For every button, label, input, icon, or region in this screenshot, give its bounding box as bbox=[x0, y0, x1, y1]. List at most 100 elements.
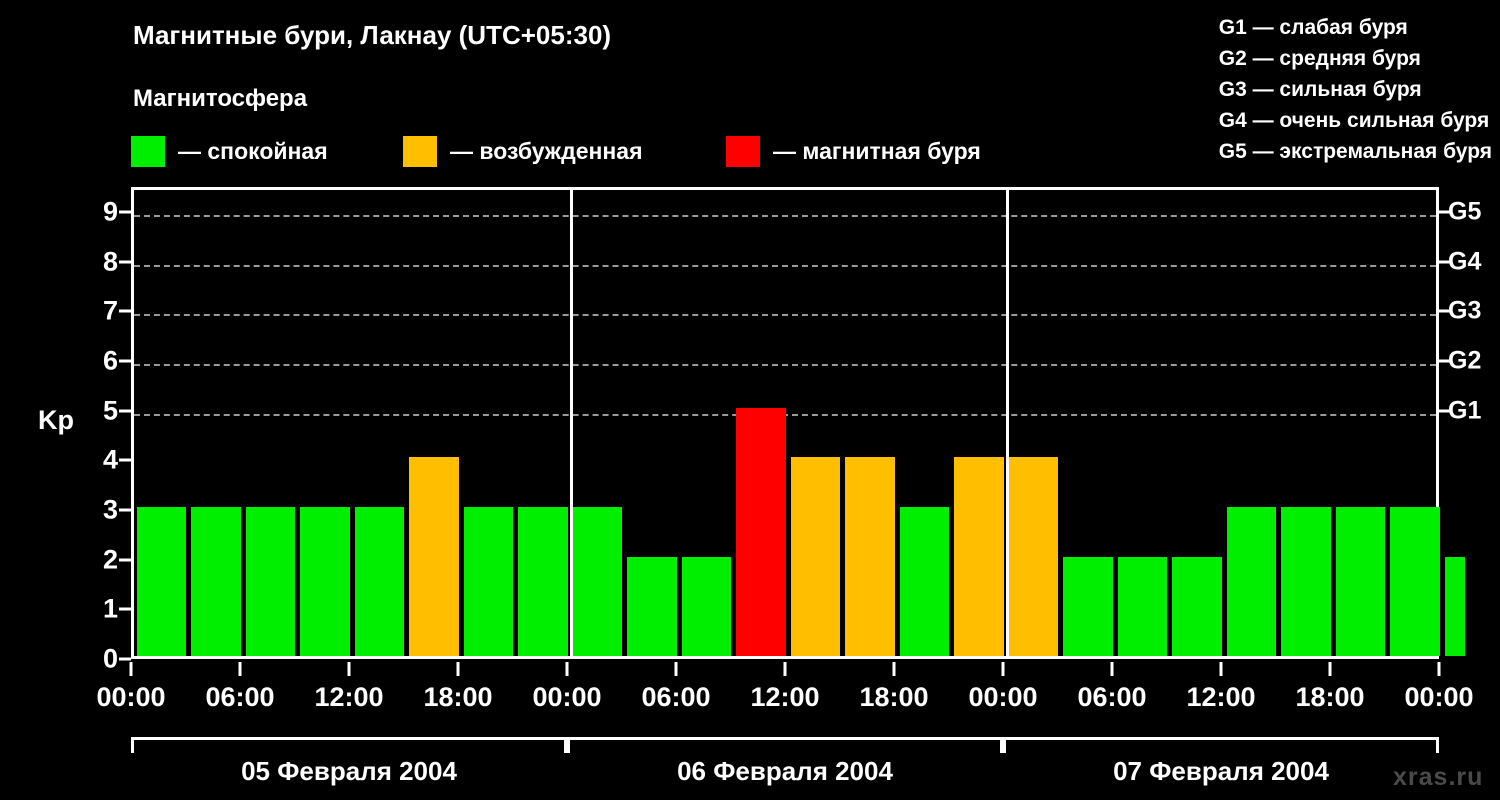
g-tick-mark bbox=[1439, 359, 1451, 363]
bar bbox=[1226, 506, 1276, 656]
y-tick-mark bbox=[119, 508, 131, 512]
y-tick-label: 6 bbox=[102, 345, 118, 376]
gridline bbox=[134, 264, 1436, 267]
bar bbox=[463, 506, 513, 656]
legend-item-calm: — спокойная bbox=[131, 133, 328, 169]
bar bbox=[245, 506, 295, 656]
day-divider bbox=[1006, 190, 1009, 656]
x-tick-mark bbox=[892, 662, 896, 676]
bar bbox=[1063, 556, 1113, 656]
bar bbox=[1335, 506, 1385, 656]
x-tick-mark bbox=[1219, 662, 1223, 676]
x-tick-label: 00:00 bbox=[968, 682, 1038, 712]
gridline bbox=[134, 363, 1436, 366]
y-tick-label: 3 bbox=[102, 494, 118, 525]
secondary-axis-labels: G1 G2 G3 G4 G5 bbox=[1448, 187, 1498, 659]
legend-label: — магнитная буря bbox=[773, 137, 981, 164]
g-tick-mark bbox=[1439, 309, 1451, 313]
bar bbox=[736, 407, 786, 656]
x-tick-label: 06:00 bbox=[205, 682, 275, 712]
x-tick-label: 00:00 bbox=[532, 682, 602, 712]
bar bbox=[518, 506, 568, 656]
y-tick-label: 5 bbox=[102, 395, 118, 426]
x-tick-mark bbox=[129, 662, 133, 676]
y-tick-label: 1 bbox=[102, 593, 118, 624]
date-bracket bbox=[1003, 737, 1439, 753]
y-tick-mark bbox=[119, 260, 131, 264]
bar bbox=[790, 457, 840, 656]
g-scale-row: G2 — средняя буря bbox=[1218, 47, 1421, 70]
date-brackets bbox=[131, 737, 1439, 753]
bar bbox=[681, 556, 731, 656]
date-label: 05 Февраля 2004 bbox=[241, 756, 457, 786]
y-tick-mark bbox=[119, 458, 131, 462]
bar bbox=[409, 457, 459, 656]
g-tick-label: G3 bbox=[1448, 296, 1482, 325]
y-tick-label: 8 bbox=[102, 246, 118, 277]
y-tick-mark bbox=[119, 657, 131, 661]
bar bbox=[1444, 556, 1466, 656]
bar bbox=[191, 506, 241, 656]
x-tick-mark bbox=[1001, 662, 1005, 676]
bar bbox=[1281, 506, 1331, 656]
date-label: 07 Февраля 2004 bbox=[1113, 756, 1329, 786]
bar bbox=[354, 506, 404, 656]
y-axis-labels: 0 1 2 3 4 5 6 7 8 9 bbox=[70, 187, 118, 673]
x-tick-label: 18:00 bbox=[1295, 682, 1365, 712]
g-scale-row: G5 — экстремальная буря bbox=[1218, 140, 1492, 163]
g-tick-mark bbox=[1439, 210, 1451, 214]
x-axis-ticks bbox=[129, 662, 1441, 676]
bar bbox=[1117, 556, 1167, 656]
gridline bbox=[134, 214, 1436, 217]
date-bracket bbox=[131, 737, 567, 753]
x-tick-mark bbox=[1437, 662, 1441, 676]
bar bbox=[954, 457, 1004, 656]
x-tick-label: 12:00 bbox=[750, 682, 820, 712]
y-axis-title: Kp bbox=[38, 405, 74, 435]
y-tick-mark bbox=[119, 359, 131, 363]
x-tick-label: 06:00 bbox=[641, 682, 711, 712]
x-axis-labels: 00:00 06:00 12:00 18:00 00:00 06:00 12:00 18:00… bbox=[0, 682, 1500, 716]
bar bbox=[300, 506, 350, 656]
legend-swatch-calm-icon bbox=[131, 135, 165, 167]
bar bbox=[572, 506, 622, 656]
g-scale-row: G1 — слабая буря bbox=[1218, 16, 1408, 39]
bar bbox=[627, 556, 677, 656]
date-label: 06 Февраля 2004 bbox=[677, 756, 893, 786]
bar bbox=[899, 506, 949, 656]
y-tick-mark bbox=[119, 558, 131, 562]
magnetosphere-heading: Магнитосфера bbox=[133, 85, 308, 112]
y-tick-label: 7 bbox=[102, 295, 118, 326]
y-tick-mark bbox=[119, 607, 131, 611]
y-tick-label: 4 bbox=[102, 444, 118, 475]
plot-area bbox=[131, 187, 1466, 659]
g-tick-mark bbox=[1439, 260, 1451, 264]
legend-label: — спокойная bbox=[178, 137, 328, 164]
x-tick-mark bbox=[347, 662, 351, 676]
page-title: Магнитные бури, Лакнау (UTC+05:30) bbox=[133, 20, 612, 50]
g-scale-row: G4 — очень сильная буря bbox=[1218, 109, 1490, 132]
secondary-axis-ticks bbox=[1439, 187, 1451, 659]
legend: — спокойная — возбужденная — магнитная бур… bbox=[131, 133, 1031, 169]
x-tick-mark bbox=[674, 662, 678, 676]
legend-label: — возбужденная bbox=[450, 137, 643, 164]
y-tick-label: 2 bbox=[102, 544, 118, 575]
y-tick-mark bbox=[119, 409, 131, 413]
g-tick-label: G1 bbox=[1448, 396, 1482, 425]
bar bbox=[1172, 556, 1222, 656]
legend-item-storm: — магнитная буря bbox=[726, 133, 981, 169]
y-tick-mark bbox=[119, 210, 131, 214]
y-tick-label: 0 bbox=[102, 643, 118, 674]
g-tick-label: G2 bbox=[1448, 346, 1482, 375]
x-tick-mark bbox=[238, 662, 242, 676]
x-tick-mark bbox=[1328, 662, 1332, 676]
legend-swatch-unsettled-icon bbox=[403, 135, 437, 167]
x-tick-label: 06:00 bbox=[1077, 682, 1147, 712]
legend-item-unsettled: — возбужденная bbox=[403, 133, 643, 169]
g-tick-label: G5 bbox=[1448, 197, 1482, 226]
y-tick-label: 9 bbox=[102, 196, 118, 227]
g-tick-label: G4 bbox=[1448, 247, 1482, 276]
y-axis-ticks bbox=[119, 187, 131, 661]
g-tick-mark bbox=[1439, 409, 1451, 413]
